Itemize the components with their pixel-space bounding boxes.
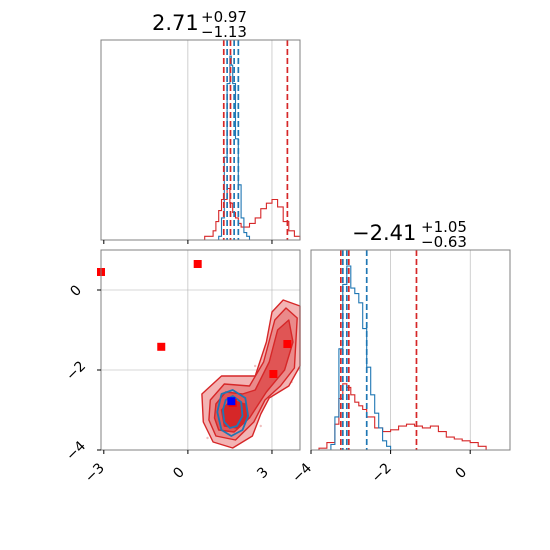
xtick-label-joint: 3 <box>254 464 272 482</box>
title-p2-minus: −0.63 <box>421 233 467 251</box>
contour-blue-level-2 <box>221 395 244 429</box>
marker-marker_red <box>269 370 278 378</box>
title-p2-median: −2.41 <box>352 221 416 245</box>
panel-frame-p2 <box>310 249 511 451</box>
title-p1: 2.71 +0.97 −1.13 <box>152 8 247 41</box>
xtick-label-joint: −3 <box>82 460 108 486</box>
marker-marker_red <box>283 340 292 348</box>
marker-marker_red <box>193 260 202 268</box>
title-p1-median: 2.71 <box>152 11 199 35</box>
title-p2-plus: +1.05 <box>421 218 467 236</box>
marker-marker_blue <box>227 397 236 406</box>
panel-bg-p2 <box>311 250 510 450</box>
sample-dot <box>206 436 209 440</box>
panel-bg-p1 <box>101 40 300 240</box>
marker-marker_red <box>157 342 166 351</box>
panel-frame-p1 <box>100 39 301 241</box>
ytick-label-joint: −2 <box>63 358 89 384</box>
axes-frames <box>97 39 511 454</box>
sample-dot <box>253 364 257 368</box>
hist-p1-blue <box>213 55 251 241</box>
hist-p2-blue <box>322 265 392 451</box>
xtick-label-p2: 0 <box>453 464 471 482</box>
sample-dot <box>259 424 262 428</box>
data-layer <box>97 40 487 451</box>
ytick-label-joint: 0 <box>67 282 85 300</box>
contour-blue-level-1 <box>216 389 250 437</box>
ytick-label-joint: −4 <box>63 438 89 464</box>
xtick-label-p2: −4 <box>289 460 315 486</box>
xtick-label-joint: 0 <box>170 464 188 482</box>
hist-p1-red <box>101 187 301 241</box>
title-p1-minus: −1.13 <box>201 23 247 41</box>
panel-frame-j <box>100 249 301 451</box>
title-p1-plus: +0.97 <box>201 8 247 26</box>
xtick-label-p2: −2 <box>369 460 395 486</box>
title-p2: −2.41 +1.05 −0.63 <box>352 218 467 251</box>
